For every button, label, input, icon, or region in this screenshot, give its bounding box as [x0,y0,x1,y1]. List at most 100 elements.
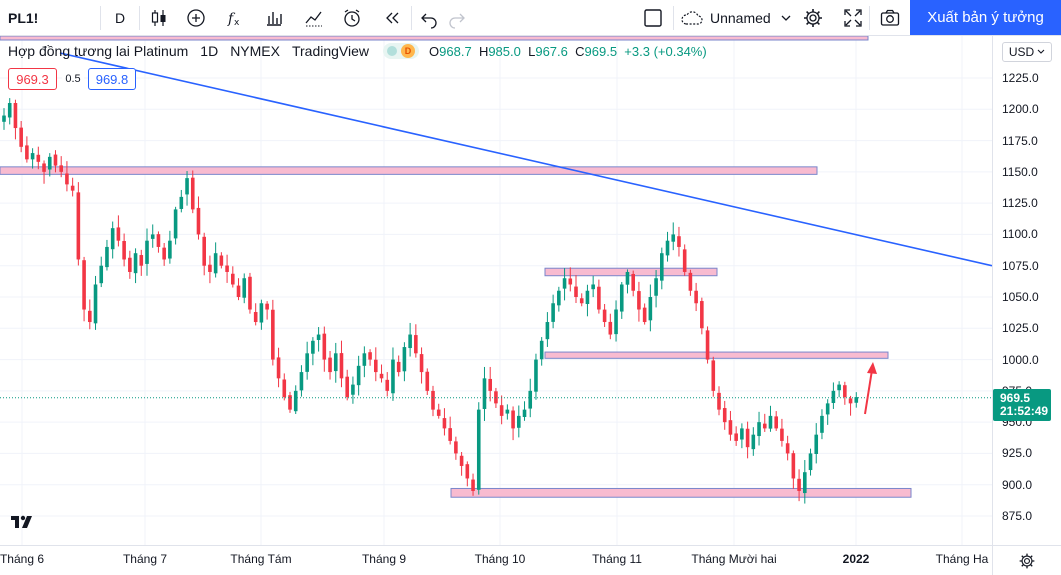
camera-icon[interactable] [874,0,906,35]
candle-body [316,334,321,340]
candle-body [488,378,492,391]
candle-body [442,418,447,429]
candle-body [660,253,664,281]
candle-body [13,102,18,129]
symbol-search-button[interactable]: PL1! [8,9,39,26]
price-tick-label: 1075.0 [1002,258,1039,273]
candle-body [345,376,349,398]
price-tick-label: 1150.0 [1002,164,1038,179]
candle-body [848,398,853,404]
candle-body [173,209,178,239]
candle-body [694,290,698,304]
publish-idea-button[interactable]: Xuất bản ý tưởng [910,0,1061,35]
candle-body [231,273,235,285]
time-tick-label: Tháng 10 [474,552,526,566]
candle-body [562,278,567,289]
price-tick-label: 925.0 [1002,446,1033,461]
candle-body [133,253,138,274]
candle-body [379,373,384,379]
bar-chart-templates-icon[interactable] [256,0,292,35]
candle-body [202,236,206,266]
chevron-down-icon [1037,49,1045,54]
candle-body [311,340,315,354]
chart-pane[interactable] [0,36,992,545]
candle-body [774,416,778,429]
countdown-timer: 21:52:49 [1000,404,1049,418]
candle-body [408,334,412,349]
redo-icon[interactable] [441,0,473,35]
indicators-icon[interactable] [178,0,214,35]
candle-body [122,240,126,260]
price-tick-label: 1125.0 [1002,196,1038,211]
candle-body [36,154,41,162]
candle-body [156,234,161,247]
alert-clock-icon[interactable] [334,0,370,35]
chart-settings-corner[interactable] [992,545,1061,575]
candle-body [728,420,733,435]
interval-button[interactable]: D [114,9,126,26]
candle-body [597,286,601,310]
fullscreen-icon[interactable] [838,0,868,35]
high-value: 985.0 [488,43,521,59]
candle-body [293,390,298,412]
candle-body [545,322,550,340]
layout-square-icon[interactable] [638,0,668,35]
candle-body [768,415,773,429]
candle-body [797,478,801,491]
candle-body [831,390,836,404]
candles-style-icon[interactable] [141,0,177,35]
candle-body [259,303,264,323]
toolbar-divider [100,6,101,30]
arrow-annotation-head [867,362,877,374]
price-tick-label: 1175.0 [1002,133,1038,148]
candle-body [299,372,304,391]
candle-body [843,385,847,398]
time-tick-label: Tháng Ha [935,552,989,566]
candle-body [99,265,104,284]
candle-body [208,264,212,272]
spread-value: 0.5 [62,68,84,90]
candle-body [2,115,6,122]
candle-body [825,403,830,415]
price-axis[interactable] [992,36,1061,545]
candle-body [517,415,521,428]
candle-body [76,192,81,260]
candle-body [740,428,744,440]
trend-line [59,52,992,267]
legend-title[interactable]: Hợp đồng tương lai Platinum [8,43,189,59]
candlestick-chart[interactable] [0,36,992,545]
candle-body [179,196,184,209]
tradingview-logo-icon[interactable] [9,512,37,532]
candle-body [682,249,687,272]
candle-body [574,286,578,297]
compare-icon[interactable] [296,0,332,35]
candle-body [522,409,527,418]
buy-button[interactable]: 969.8 [88,68,136,90]
close-label: C [575,43,585,59]
time-axis[interactable] [0,545,992,575]
support-resistance-zone [450,487,912,498]
replay-icon[interactable] [374,0,410,35]
candle-body [551,303,555,322]
support-resistance-zone [544,267,718,277]
candle-body [642,307,647,323]
candle-body [288,395,292,410]
candle-body [671,234,676,242]
candle-body [814,434,819,454]
candle-body [803,472,807,494]
market-status-badge[interactable]: D [383,43,420,59]
candle-body [654,278,658,296]
gear-icon[interactable] [798,0,828,35]
undo-icon[interactable] [412,0,446,35]
candle-body [700,301,704,329]
layout-name-button[interactable]: Unnamed [676,0,796,35]
candle-body [751,434,756,450]
delayed-badge: D [401,44,416,58]
support-resistance-zone [0,166,818,175]
gear-icon[interactable] [1018,552,1036,570]
currency-selector[interactable]: USD [1002,42,1052,62]
sell-button[interactable]: 969.3 [8,68,57,90]
candle-body [528,390,533,409]
toolbar-divider [673,6,674,30]
